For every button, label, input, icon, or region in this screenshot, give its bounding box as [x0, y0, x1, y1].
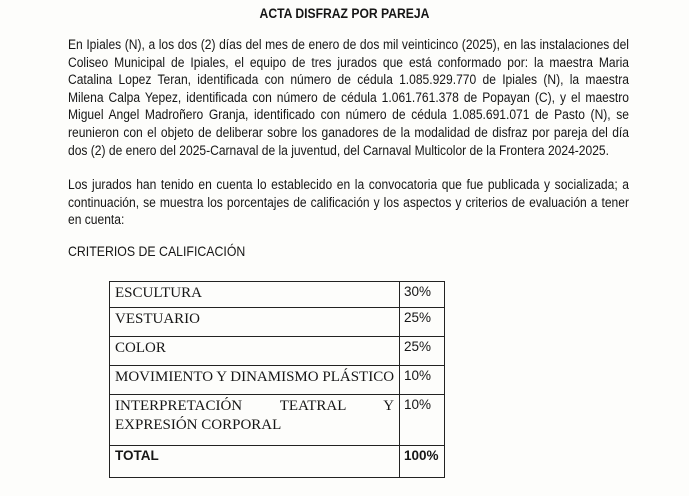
table-row: ESCULTURA 30%	[108, 281, 445, 308]
criteria-table: ESCULTURA 30% VESTUARIO 25% COLOR 25% MOVIM…	[108, 281, 445, 478]
total-value: 100%	[399, 445, 445, 478]
criteria-heading: CRITERIOS DE CALIFICACIÓN	[68, 243, 246, 259]
table-row: VESTUARIO 25%	[108, 307, 445, 337]
criterion-cell: INTERPRETACIÓN TEATRAL Y EXPRESIÓN CORPO…	[108, 394, 401, 446]
percent-cell: 30%	[399, 281, 445, 308]
table-row: MOVIMIENTO Y DINAMISMO PLÁSTICO 10%	[108, 365, 445, 395]
criterion-cell: VESTUARIO	[108, 307, 401, 337]
total-row: TOTAL 100%	[108, 445, 445, 478]
document-title: ACTA DISFRAZ POR PAREJA	[259, 6, 430, 21]
total-label: TOTAL	[108, 445, 401, 478]
criterion-cell: MOVIMIENTO Y DINAMISMO PLÁSTICO	[108, 365, 401, 395]
criterion-cell: ESCULTURA	[108, 281, 401, 308]
table-row: COLOR 25%	[108, 336, 445, 366]
intro-paragraph: En Ipiales (N), a los dos (2) días del m…	[68, 37, 629, 159]
percent-cell: 10%	[399, 394, 445, 446]
percent-cell: 25%	[399, 336, 445, 366]
table-row: INTERPRETACIÓN TEATRAL Y EXPRESIÓN CORPO…	[108, 394, 445, 446]
percent-cell: 10%	[399, 365, 445, 395]
criterion-cell: COLOR	[108, 336, 401, 366]
criteria-paragraph: Los jurados han tenido en cuenta lo esta…	[68, 177, 629, 229]
percent-cell: 25%	[399, 307, 445, 337]
